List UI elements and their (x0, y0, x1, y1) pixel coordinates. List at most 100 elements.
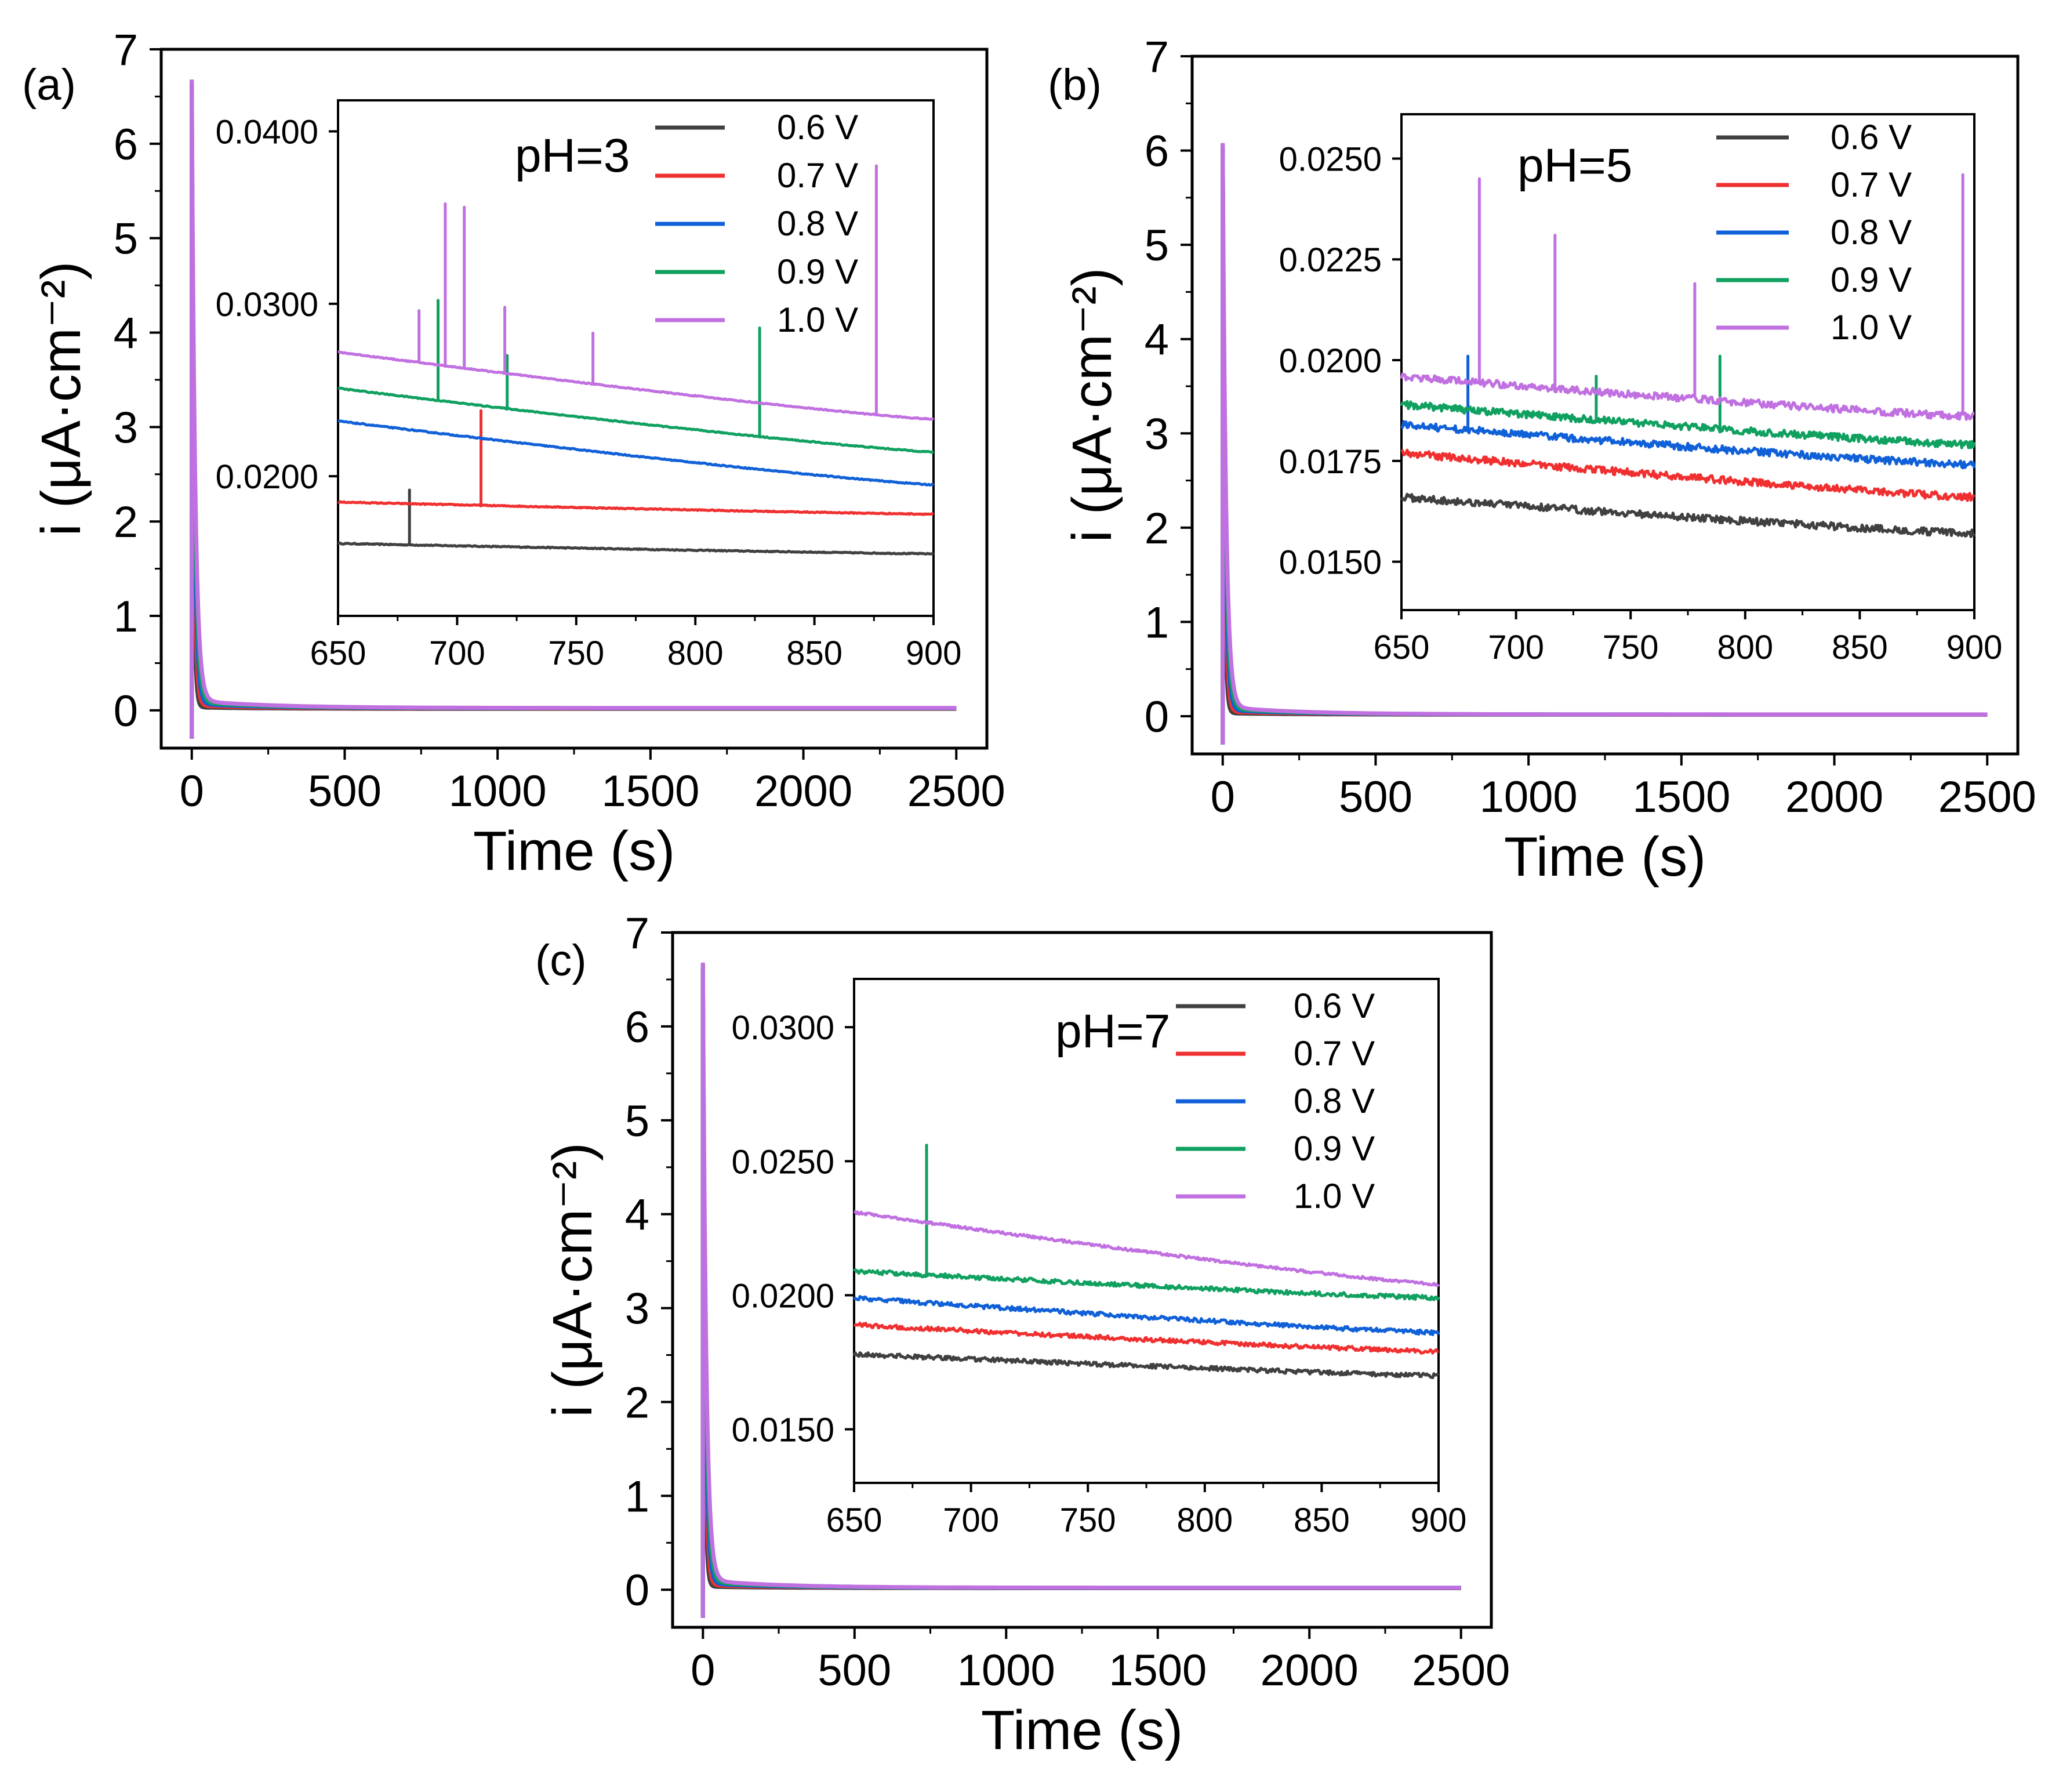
legend-label: 1.0 V (777, 300, 858, 339)
x-tick-label: 1500 (601, 767, 699, 816)
panel-label: (a) (22, 60, 76, 110)
inset-y-tick-label: 0.0200 (1279, 342, 1382, 380)
legend-label: 0.9 V (1294, 1129, 1375, 1168)
x-tick-label: 2000 (754, 767, 852, 816)
y-tick-label: 4 (1145, 315, 1169, 365)
inset-y-tick-label: 0.0150 (1279, 544, 1382, 582)
main-series-line (1221, 143, 1988, 745)
inset-series-line (337, 488, 935, 556)
x-tick-label: 2500 (1412, 1646, 1510, 1695)
inset-x-tick-label: 750 (1060, 1501, 1116, 1539)
x-tick-label: 500 (1339, 772, 1412, 822)
x-tick-label: 2000 (1261, 1646, 1359, 1695)
y-axis-label: i (μA·cm⁻²) (542, 1142, 604, 1417)
legend-label: 0.7 V (1294, 1034, 1375, 1073)
inset-y-tick-label: 0.0150 (732, 1412, 834, 1449)
x-tick-label: 2000 (1785, 772, 1883, 822)
x-tick-label: 0 (180, 767, 204, 816)
x-tick-label: 2500 (1938, 772, 2036, 822)
x-axis-label: Time (s) (473, 820, 675, 882)
main-series-line (190, 79, 957, 739)
y-tick-label: 3 (114, 403, 138, 452)
inset-series-line (854, 1210, 1440, 1287)
y-tick-label: 5 (1145, 221, 1169, 270)
inset-series-line (1400, 448, 1975, 502)
legend-label: 0.9 V (777, 252, 858, 291)
inset-x-tick-label: 900 (1946, 629, 2003, 666)
legend-label: 0.8 V (1831, 213, 1912, 252)
inset-series-line (1400, 354, 1976, 470)
x-tick-label: 1000 (1480, 772, 1578, 822)
x-tick-label: 1000 (449, 767, 547, 816)
inset-series-line (853, 1322, 1439, 1355)
y-tick-label: 2 (1145, 504, 1169, 553)
legend-label: 0.6 V (777, 108, 858, 147)
inset-y-tick-label: 0.0400 (216, 114, 318, 151)
y-tick-label: 3 (1145, 409, 1169, 459)
chart-panel-0: 0 500 1000 1500 2000 2500 0 1 2 3 4 5 6 7 Time (s) i (μ… (22, 26, 1005, 882)
y-tick-label: 1 (1145, 598, 1169, 647)
inset-x-tick-label: 850 (1832, 629, 1888, 666)
y-tick-label: 6 (1145, 127, 1169, 176)
inset-series-line (337, 299, 935, 454)
inset-x-tick-label: 900 (1411, 1501, 1467, 1539)
inset-x-tick-label: 700 (1488, 629, 1544, 666)
inset-title: pH=5 (1517, 139, 1632, 192)
main-series-line (700, 962, 1461, 1618)
legend-label: 0.6 V (1831, 118, 1912, 157)
y-tick-label: 6 (114, 120, 138, 169)
inset-series-line (1400, 354, 1976, 449)
inset-x-tick-label: 700 (943, 1501, 999, 1539)
y-tick-label: 0 (1145, 692, 1169, 742)
chart-panel-2: 0 500 1000 1500 2000 2500 0 1 2 3 4 5 6 7 Time (s) i (μ… (535, 909, 1510, 1761)
inset-x-tick-label: 650 (310, 634, 366, 672)
inset-plot: 650 700 750 800 850 900 0.0150 0.0175 0.0200 0.02… (1279, 113, 2003, 666)
inset-y-tick-label: 0.0250 (732, 1143, 834, 1181)
inset-x-tick-label: 850 (786, 634, 842, 672)
inset-series-line (337, 409, 934, 516)
legend-label: 0.7 V (777, 156, 858, 195)
chart-panel-1: 0 500 1000 1500 2000 2500 0 1 2 3 4 5 6 7 Time (s) i (μ… (1048, 32, 2036, 888)
inset-y-tick-label: 0.0200 (732, 1277, 834, 1315)
inset-x-tick-label: 700 (429, 634, 485, 672)
x-tick-label: 500 (308, 767, 382, 816)
legend-label: 0.8 V (1294, 1082, 1375, 1120)
y-tick-label: 7 (625, 909, 649, 958)
inset-x-tick-label: 650 (826, 1501, 883, 1539)
inset-series-line (337, 164, 935, 421)
y-tick-label: 7 (1145, 32, 1169, 82)
y-tick-label: 2 (625, 1378, 649, 1427)
y-axis-label: i (μA·cm⁻²) (1061, 268, 1123, 543)
y-tick-label: 1 (625, 1472, 649, 1521)
inset-x-tick-label: 750 (1603, 629, 1659, 666)
inset-title: pH=3 (515, 129, 630, 182)
y-tick-label: 3 (625, 1285, 649, 1334)
inset-y-tick-label: 0.0250 (1279, 140, 1382, 178)
inset-y-tick-label: 0.0200 (216, 458, 318, 496)
y-tick-label: 0 (114, 687, 138, 736)
inset-x-tick-label: 850 (1294, 1501, 1350, 1539)
x-axis-label: Time (s) (1504, 826, 1706, 888)
legend-label: 1.0 V (1831, 308, 1912, 347)
y-tick-label: 4 (625, 1191, 649, 1240)
inset-plot: 650 700 750 800 850 900 0.0150 0.0200 0.0250 0.03… (732, 978, 1467, 1539)
y-tick-label: 1 (114, 592, 138, 641)
inset-series-line (1400, 492, 1976, 538)
y-tick-label: 7 (114, 26, 138, 75)
inset-series-line (853, 1295, 1440, 1336)
inset-x-tick-label: 650 (1374, 629, 1430, 666)
legend-label: 0.8 V (777, 204, 858, 243)
y-tick-label: 0 (625, 1566, 649, 1615)
inset-series-line (853, 1144, 1440, 1301)
x-tick-label: 2500 (907, 767, 1005, 816)
x-tick-label: 1500 (1632, 772, 1730, 822)
panel-label: (b) (1048, 60, 1102, 110)
x-tick-label: 1000 (957, 1646, 1055, 1695)
inset-plot: 650 700 750 800 850 900 0.0200 0.0300 0.0400 pH=3… (216, 99, 961, 672)
x-tick-label: 500 (818, 1646, 891, 1695)
inset-y-tick-label: 0.0300 (732, 1009, 834, 1047)
inset-x-tick-label: 750 (548, 634, 604, 672)
inset-x-tick-label: 800 (667, 634, 724, 672)
y-axis-label: i (μA·cm⁻²) (30, 262, 92, 536)
